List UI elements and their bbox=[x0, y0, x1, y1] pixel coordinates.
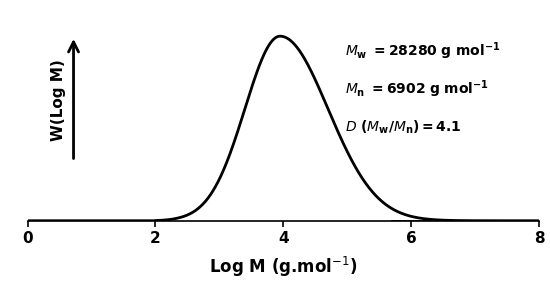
X-axis label: Log M (g.mol$^{-1}$): Log M (g.mol$^{-1}$) bbox=[209, 254, 358, 278]
Text: $\mathit{M}_\mathregular{w}$ $\bf{= 28280\ g\ mol^{-1}}$: $\mathit{M}_\mathregular{w}$ $\bf{= 2828… bbox=[345, 40, 500, 62]
Text: $\mathit{M}_\mathregular{n}$ $\bf{= 6902\ g\ mol^{-1}}$: $\mathit{M}_\mathregular{n}$ $\bf{= 6902… bbox=[345, 78, 488, 100]
Text: $\it{D}$ $\bf{(}$$\mathit{M}_\mathregular{w}$$\bf{/}$$\mathit{M}_\mathregular{n}: $\it{D}$ $\bf{(}$$\mathit{M}_\mathregula… bbox=[345, 119, 461, 136]
Text: W(Log M): W(Log M) bbox=[51, 59, 65, 141]
